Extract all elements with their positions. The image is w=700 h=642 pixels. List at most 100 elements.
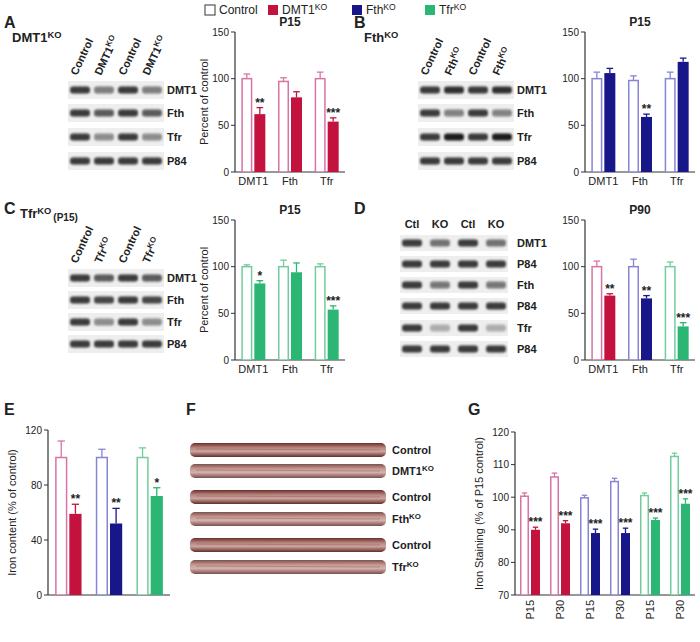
error-bar	[594, 72, 601, 79]
y-axis	[47, 430, 48, 595]
significance: ***	[676, 311, 690, 325]
x-tick-label: P15	[584, 600, 596, 620]
y-tick-label: 0	[223, 167, 229, 178]
bar	[279, 267, 289, 360]
blot-band	[492, 134, 512, 141]
error-bar	[582, 495, 587, 498]
bar	[592, 267, 602, 360]
bar-chart: P90050100150ControlKO*******DMT1FthTfr	[562, 203, 695, 375]
blot-strip	[418, 81, 514, 99]
bar	[242, 267, 252, 360]
fiber-label: Control	[392, 539, 431, 551]
blot-band	[142, 134, 162, 141]
error-cap	[582, 495, 587, 496]
series: TfrKO	[254, 263, 338, 360]
y-tick	[511, 595, 515, 596]
significance: ***	[678, 487, 692, 501]
y-axis	[584, 220, 585, 360]
significance: ***	[618, 516, 632, 530]
error-bar	[630, 76, 637, 81]
lane-label: KO	[488, 218, 505, 230]
row-label: P84	[167, 338, 187, 350]
error-line	[633, 76, 634, 81]
panel-letter: C	[4, 200, 16, 217]
row-label: Tfr	[517, 322, 532, 334]
significance: **	[111, 496, 121, 510]
series: Control	[592, 72, 675, 172]
error-bar	[594, 261, 601, 267]
blot-band	[70, 87, 90, 94]
y-tick	[581, 360, 585, 361]
blot-band	[142, 319, 162, 326]
error-cap	[667, 71, 674, 72]
y-axis-label: Iron content (% of control)	[6, 449, 18, 576]
error-line	[670, 72, 671, 79]
legend-swatch	[205, 5, 215, 15]
blot-band	[430, 261, 450, 268]
panel-letter: A	[4, 14, 16, 31]
legend-swatch	[268, 5, 278, 15]
row-label: Fth	[167, 107, 184, 119]
bar	[592, 79, 602, 172]
error-cap	[667, 261, 674, 262]
series: Control	[242, 72, 325, 172]
blot-band	[430, 325, 450, 332]
error-cap	[293, 91, 300, 92]
blot-band	[458, 261, 478, 268]
y-tick	[231, 266, 235, 267]
y-tick	[581, 78, 585, 79]
y-axis	[234, 220, 235, 360]
legend-label: FthKO	[366, 2, 396, 17]
blot-band	[70, 134, 90, 141]
error-cap	[280, 77, 287, 78]
error-bar	[522, 493, 527, 496]
panel-letter: D	[354, 200, 366, 217]
blot-band	[118, 275, 138, 282]
error-bar	[317, 72, 324, 79]
bar	[151, 496, 163, 595]
blot-band	[486, 240, 506, 247]
bar	[641, 117, 652, 172]
bar	[604, 296, 615, 360]
blot-band	[468, 134, 488, 141]
y-tick-label: 100	[562, 73, 579, 84]
x-tick-label: Fth	[632, 363, 648, 375]
fiber	[190, 538, 386, 552]
blot-strip	[400, 320, 508, 336]
bar	[254, 114, 265, 172]
bar	[254, 283, 265, 360]
significance: **	[255, 96, 265, 110]
blot-band	[118, 87, 138, 94]
y-axis	[234, 32, 235, 172]
y-tick-label: 50	[218, 308, 230, 319]
y-tick-label: 0	[223, 355, 229, 366]
bar	[242, 79, 252, 172]
x-tick-label: Tfr	[320, 363, 334, 375]
blot-band	[458, 282, 478, 289]
blot-band	[458, 303, 478, 310]
error-bar	[667, 262, 674, 267]
x-tick-label: Fth	[632, 175, 648, 187]
error-bar	[612, 478, 617, 481]
y-tick	[581, 220, 585, 221]
error-bar	[293, 92, 300, 98]
blot-band	[444, 158, 464, 165]
blot-band	[444, 87, 464, 94]
error-cap	[98, 449, 105, 450]
bar	[621, 533, 630, 595]
x-tick-label: Tfr	[320, 175, 334, 187]
series: Control	[592, 259, 675, 360]
error-bar	[607, 68, 614, 73]
blot-title: DMT1KO	[12, 30, 61, 45]
y-tick	[231, 360, 235, 361]
bar	[561, 523, 570, 595]
bars: ControlKO	[521, 453, 690, 595]
error-line	[283, 260, 284, 267]
error-cap	[607, 68, 614, 69]
x-tick-label: DMT1	[588, 363, 618, 375]
error-cap	[594, 260, 601, 261]
x-tick-label: P30	[674, 600, 686, 620]
y-tick	[581, 266, 585, 267]
fiber-label: FthKO	[392, 512, 421, 525]
significance: **	[642, 102, 652, 116]
